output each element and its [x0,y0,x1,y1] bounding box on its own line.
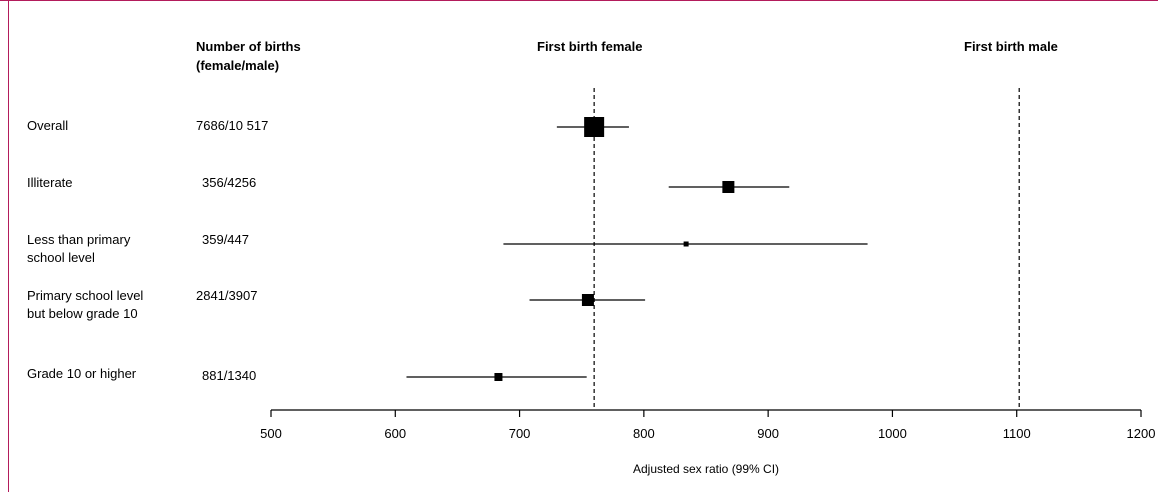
births-column-header: Number of births (female/male) [196,37,301,75]
row-label-grade-10-or-higher: Grade 10 or higher [27,365,197,383]
row-label-less-than-primary: Less than primary school level [27,231,197,267]
estimate-marker-row-2 [722,181,735,193]
estimate-marker-row-4 [581,294,594,306]
row-label-primary-below-grade-10: Primary school level but below grade 10 [27,287,197,323]
estimate-marker-row-3 [683,241,689,247]
x-tick-label-600: 600 [384,426,406,441]
x-tick-label-1000: 1000 [878,426,907,441]
row-label-line: but below grade 10 [27,306,138,321]
row-label-illiterate: Illiterate [27,174,197,192]
estimate-marker-row-1 [584,117,605,137]
male-reference-header: First birth male [964,39,1058,54]
x-tick-label-1100: 1100 [1003,426,1031,441]
row-label-line: Primary school level [27,288,144,303]
births-count-primary-below-grade-10: 2841/3907 [196,288,258,303]
births-count-less-than-primary: 359/447 [202,232,249,247]
x-tick-label-700: 700 [509,426,531,441]
row-label-line: Overall [27,118,69,133]
row-label-overall: Overall [27,117,197,135]
figure-top-border [0,0,1158,1]
x-axis-label: Adjusted sex ratio (99% CI) [633,462,779,476]
row-label-line: Illiterate [27,175,73,190]
row-label-line: Less than primary [27,232,131,247]
female-reference-header: First birth female [537,39,643,54]
x-tick-label-900: 900 [757,426,779,441]
x-tick-label-1200: 1200 [1127,426,1156,441]
figure-left-border [8,0,9,492]
row-label-line: school level [27,250,95,265]
row-label-line: Grade 10 or higher [27,366,137,381]
births-header-line-1: Number of births [196,39,301,54]
x-tick-label-800: 800 [633,426,655,441]
estimate-marker-row-5 [494,373,503,381]
births-count-illiterate: 356/4256 [202,175,257,190]
births-count-grade-10-or-higher: 881/1340 [202,368,257,383]
births-header-line-2: (female/male) [196,58,280,73]
x-tick-label-500: 500 [260,426,282,441]
births-count-overall: 7686/10 517 [196,118,269,133]
